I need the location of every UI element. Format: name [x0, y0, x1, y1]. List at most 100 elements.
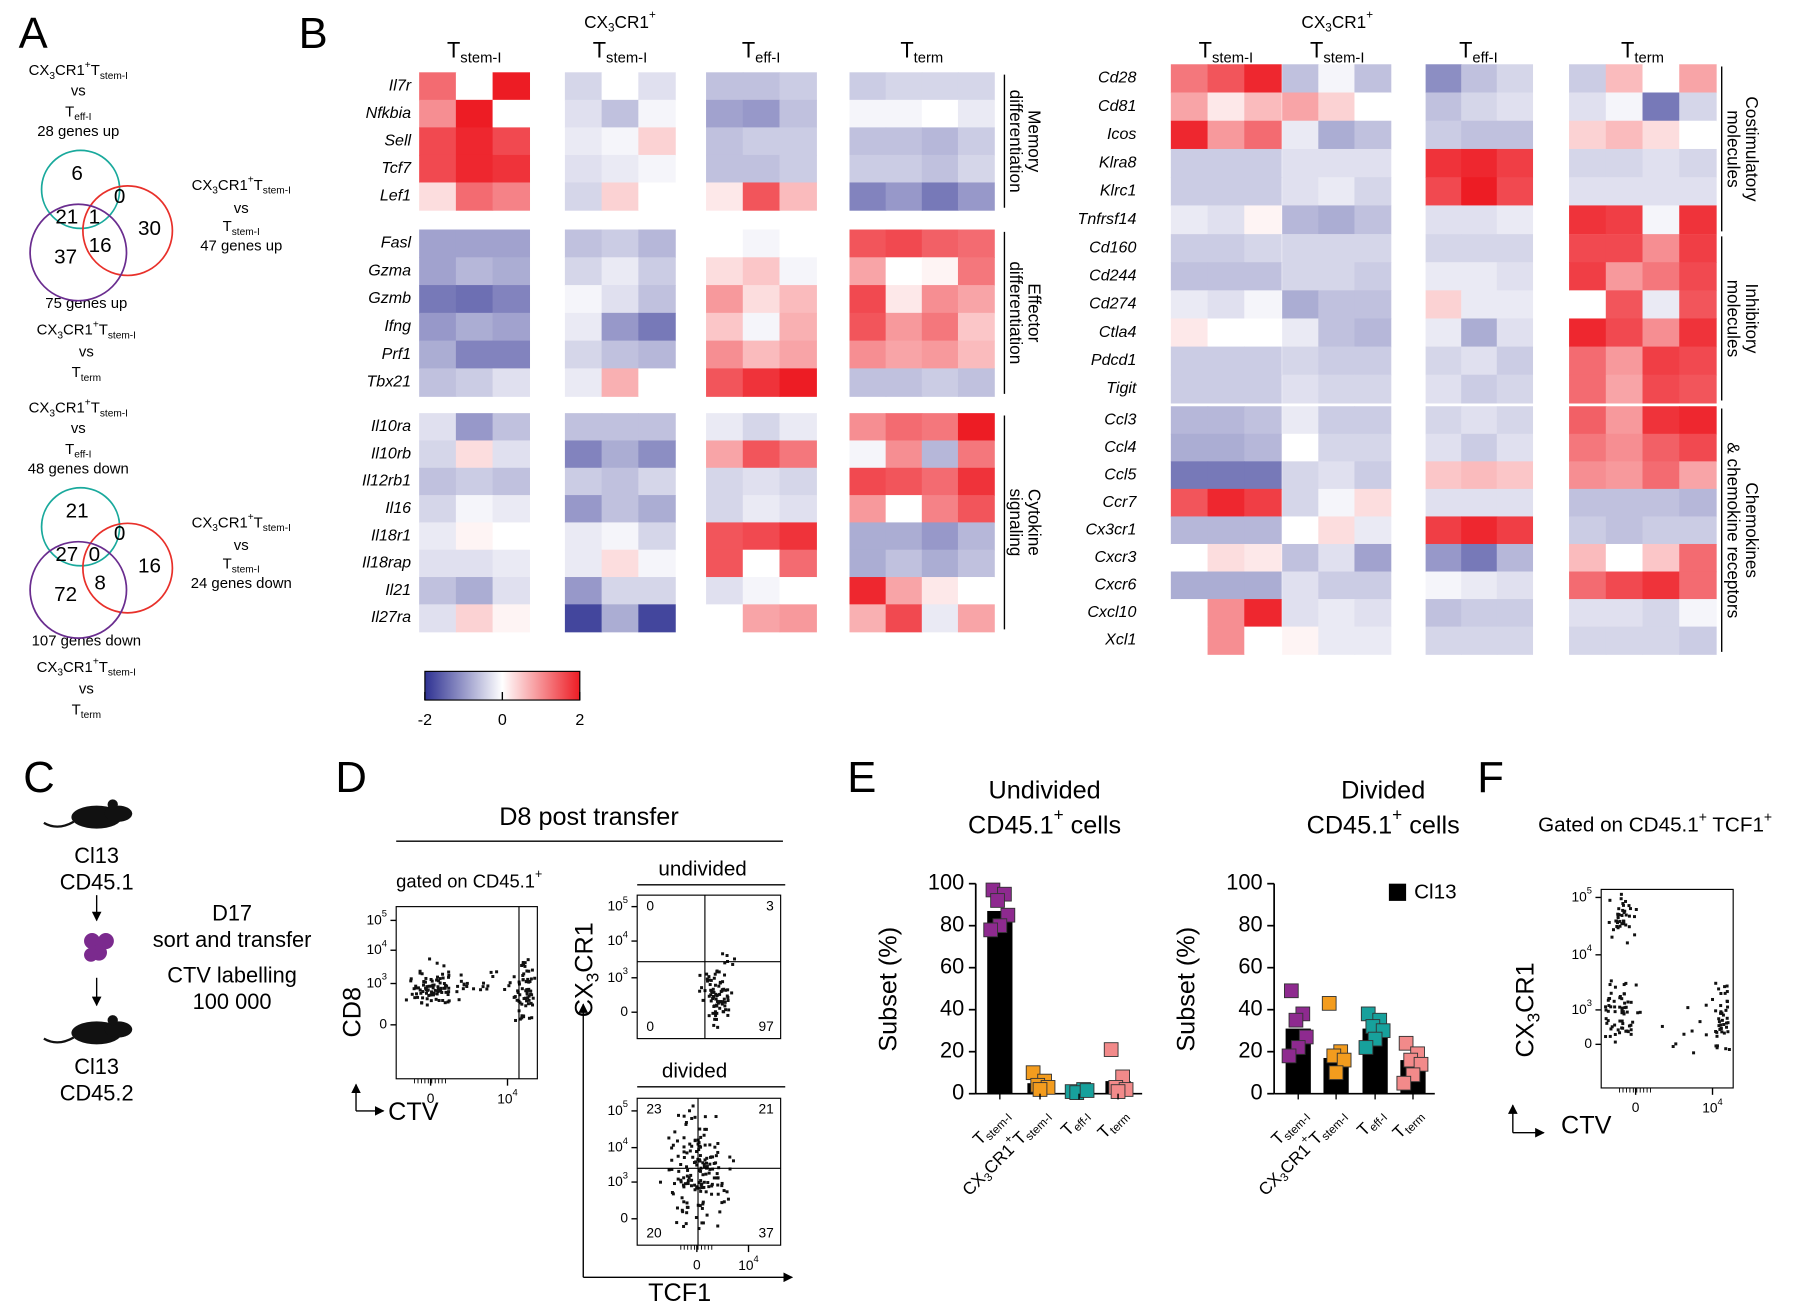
heatmap-cell	[1642, 516, 1680, 545]
flow-event	[701, 1221, 705, 1225]
gene-label: Tnfrsf14	[1078, 210, 1137, 228]
heatmap-cell	[706, 440, 744, 469]
flow-event	[418, 971, 422, 975]
region-count: 16	[138, 554, 161, 577]
x-tick-label: 0	[427, 1091, 435, 1106]
mouse-label: Cl13	[74, 843, 119, 868]
text-part: T	[91, 400, 100, 416]
gene-label: Tigit	[1106, 379, 1138, 397]
text-part: T	[91, 63, 100, 79]
flow-event	[527, 969, 531, 973]
flow-event	[521, 978, 525, 982]
heatmap-cell	[638, 340, 676, 370]
flow-event	[710, 1182, 714, 1186]
flow-event	[702, 1165, 706, 1169]
heatmap-cell	[601, 604, 640, 633]
text-part: 3	[1325, 22, 1332, 35]
heatmap-cell	[885, 182, 923, 211]
data-point	[1396, 1075, 1412, 1091]
flow-event	[1722, 1022, 1726, 1026]
heatmap-cell	[1679, 346, 1717, 376]
flow-event	[529, 977, 533, 981]
flow-event	[527, 998, 531, 1002]
text-part: CD45.1	[968, 811, 1054, 839]
flow-event	[697, 1141, 701, 1145]
heatmap-cell	[706, 182, 744, 211]
heatmap-cell	[706, 257, 744, 286]
flow-event	[526, 958, 530, 962]
heatmap-cell	[1282, 120, 1319, 150]
heatmap-cell	[1244, 599, 1282, 628]
heatmap-cell	[1496, 543, 1534, 573]
region-count: 21	[55, 206, 78, 229]
heatmap-cell	[706, 72, 744, 101]
flow-event	[715, 999, 719, 1003]
heatmap-cell	[1642, 234, 1680, 263]
x-tick-label: 104	[1702, 1097, 1723, 1115]
flow-event	[716, 1001, 720, 1005]
flow-event	[693, 1188, 697, 1192]
heatmap-cell	[1207, 433, 1245, 463]
heatmap-cell	[455, 440, 494, 469]
block-label: molecules	[1723, 280, 1743, 357]
flow-event	[718, 1006, 722, 1010]
heatmap-cell	[1425, 318, 1462, 348]
flow-event	[670, 1158, 674, 1162]
flow-event	[699, 1135, 703, 1139]
flow-event	[1624, 899, 1628, 903]
venn-circle	[82, 522, 174, 614]
flow-event	[520, 1002, 524, 1006]
heatmap-cell	[1354, 626, 1392, 655]
flow-event	[442, 982, 446, 986]
text-part: T	[593, 37, 606, 62]
flow-event	[409, 979, 413, 983]
y-tick-label: 20	[940, 1037, 964, 1062]
flow-event	[1624, 981, 1628, 985]
heatmap-cell	[779, 257, 817, 286]
group-header: Tstem-I	[1310, 37, 1364, 66]
flow-event	[709, 978, 713, 982]
flow-event	[486, 984, 490, 988]
region-count: 0	[89, 543, 100, 566]
flow-event	[703, 1143, 707, 1147]
y-axis-label: CD8	[338, 987, 366, 1037]
heatmap-cell	[601, 229, 640, 258]
heatmap-cell	[492, 182, 531, 211]
heatmap-cell	[742, 340, 781, 370]
flow-event	[503, 987, 507, 991]
heatmap-cell	[1170, 120, 1209, 150]
text-part: 3	[57, 667, 63, 678]
heatmap-cell	[1170, 516, 1209, 545]
heatmap-cell	[957, 522, 995, 551]
y-tick-label: 103	[607, 966, 628, 984]
heatmap-cell	[564, 127, 603, 156]
flow-event	[1715, 1044, 1719, 1048]
comparison-label: vs	[234, 201, 249, 217]
flow-event	[686, 1181, 690, 1185]
heatmap-cell	[1461, 571, 1498, 600]
flow-event	[725, 1190, 729, 1194]
heatmap-cell	[706, 285, 744, 314]
heatmap-cell	[601, 368, 640, 397]
flow-event	[686, 1205, 690, 1209]
data-point	[1321, 996, 1337, 1011]
heatmap-cell	[1318, 290, 1356, 320]
flow-event	[410, 992, 414, 996]
y-axis-label: Subset (%)	[1173, 927, 1201, 1052]
text-part: stem-I	[100, 408, 128, 419]
flow-event	[420, 1001, 424, 1005]
text-part: T	[72, 365, 81, 381]
heatmap-cell	[849, 312, 887, 342]
x-tick-label: 0	[1632, 1100, 1640, 1115]
flow-event	[516, 990, 520, 994]
y-tick-label: 104	[366, 939, 387, 957]
heatmap-cell	[1496, 177, 1534, 207]
flow-event	[682, 1114, 686, 1118]
heatmap-cell	[492, 127, 531, 156]
text-part: CX	[29, 400, 50, 416]
flow-event	[441, 999, 445, 1002]
gene-label: Cd244	[1089, 267, 1136, 285]
flow-event	[421, 990, 425, 994]
heatmap-cell	[957, 549, 995, 578]
heatmap-cell	[885, 312, 923, 342]
